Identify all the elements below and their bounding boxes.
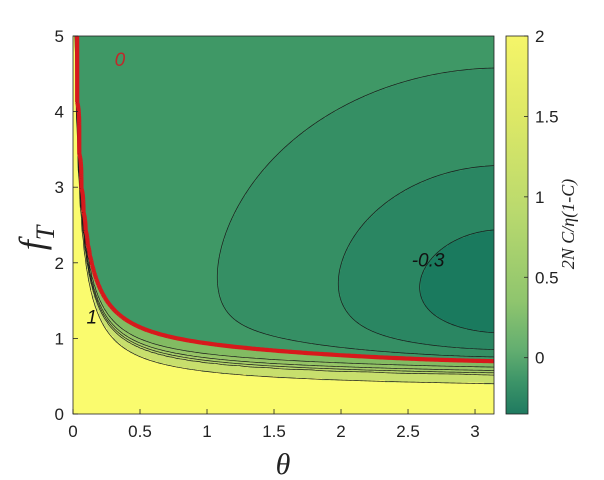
colorbar-tick-label: 2 — [535, 27, 544, 46]
y-tick-label: 1 — [55, 329, 64, 348]
x-tick-label: 3 — [470, 422, 479, 441]
y-axis-title: fT — [12, 224, 60, 250]
contour-line — [337, 165, 494, 350]
y-tick-label: 2 — [55, 254, 64, 273]
contour-label: -0.3 — [412, 251, 445, 272]
contour-label: 1 — [87, 307, 98, 328]
colorbar-tick-label: 1.5 — [535, 107, 559, 126]
colorbar: 0 0.5 1 1.5 2 — [505, 27, 559, 415]
contour-line — [419, 229, 494, 334]
zero-contour-line — [74, 36, 494, 364]
x-tick-label: 1.5 — [262, 422, 286, 441]
colorbar-tick-label: 0.5 — [535, 268, 559, 287]
colorbar-tick-label: 1 — [535, 188, 544, 207]
x-tick-label: 2.5 — [396, 422, 420, 441]
contour-line — [216, 67, 494, 358]
contour-fill-band-2 — [218, 67, 494, 358]
x-tick-label: 2 — [336, 422, 345, 441]
y-tick-label: 5 — [55, 27, 64, 46]
x-axis: 0 0.5 1 1.5 2 2.5 3 — [68, 409, 480, 441]
contour-line — [74, 36, 494, 385]
contour-labels: 0 -0.3 1 — [87, 50, 445, 328]
y-axis-title-subscript: T — [31, 224, 60, 240]
x-tick-label: 0 — [68, 422, 77, 441]
y-tick-label: 0 — [55, 405, 64, 424]
contour-fill-band-3 — [77, 36, 494, 362]
contour-fill-band-9 — [73, 36, 494, 414]
plot-frame — [72, 35, 495, 415]
x-tick-label: 0.5 — [128, 422, 152, 441]
colorbar-gradient — [505, 35, 529, 415]
contour-fill-band-0 — [420, 229, 494, 333]
contour-fill-band-1 — [338, 166, 494, 350]
x-tick-label: 1 — [202, 422, 211, 441]
svg-text:fT: fT — [12, 224, 60, 250]
zero-contour-dotted — [74, 36, 494, 364]
colorbar-title: 2N C/η(1-C) — [558, 179, 579, 269]
contour-label: 0 — [115, 50, 126, 71]
contour-line — [74, 36, 494, 376]
y-tick-label: 3 — [55, 178, 64, 197]
y-tick-label: 4 — [55, 103, 64, 122]
plot-area — [73, 36, 494, 414]
colorbar-tick-label: 0 — [535, 349, 544, 368]
x-axis-title: θ — [276, 448, 291, 480]
